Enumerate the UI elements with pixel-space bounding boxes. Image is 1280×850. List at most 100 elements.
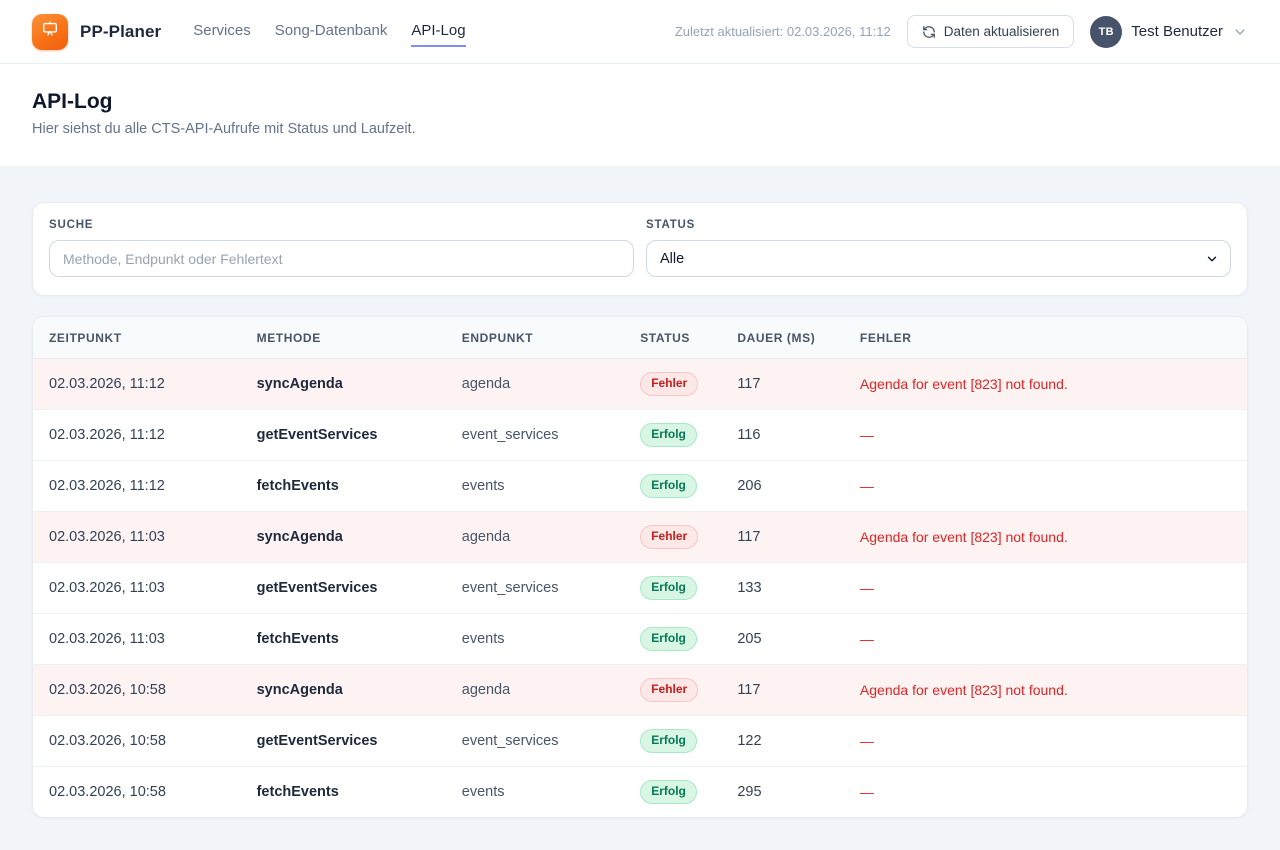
method-cell: syncAgenda (256, 376, 343, 392)
endpoint-cell: events (445, 766, 625, 817)
endpoint-cell: events (445, 460, 625, 512)
table-row: 02.03.2026, 11:12 fetchEvents events Erfolg… (33, 460, 1247, 512)
endpoint-cell: event_services (445, 409, 625, 461)
brand: PP-Planer (32, 13, 162, 50)
error-cell: — (843, 460, 1247, 512)
timestamp-cell: 02.03.2026, 11:12 (33, 460, 241, 512)
duration-cell: 205 (721, 613, 844, 665)
nav-item-services[interactable]: Services (193, 22, 251, 39)
presentation-board-icon (40, 19, 60, 44)
chevron-down-icon (1232, 24, 1248, 40)
status-badge: Fehler (640, 678, 699, 702)
status-cell: Erfolg (624, 460, 722, 512)
search-input[interactable] (49, 240, 634, 277)
status-cell: Erfolg (624, 715, 722, 767)
method-cell: fetchEvents (240, 613, 446, 665)
endpoint-cell: agenda (445, 664, 625, 716)
search-field-group: SUCHE (49, 219, 634, 277)
method-cell: syncAgenda (240, 511, 446, 563)
error-cell: Agenda for event [823] not found. (844, 359, 1247, 410)
error-message: Agenda for event [823] not found. (859, 529, 1068, 545)
table-row: 02.03.2026, 10:58 syncAgenda agenda Fehler 1… (33, 664, 1247, 716)
status-cell: Erfolg (624, 766, 722, 817)
page-title: API-Log (32, 90, 113, 113)
column-header-status: STATUS (624, 317, 722, 359)
endpoint-cell: event_services (445, 715, 625, 767)
timestamp-cell: 02.03.2026, 11:03 (33, 613, 241, 665)
endpoint-cell: events (445, 613, 625, 665)
timestamp-cell: 02.03.2026, 11:12 (33, 409, 241, 461)
app-logo (32, 13, 68, 50)
status-badge: Erfolg (640, 780, 697, 804)
status-select[interactable]: Alle (646, 240, 1231, 277)
timestamp-cell: 02.03.2026, 10:58 (33, 715, 241, 767)
status-cell: Fehler (624, 664, 722, 716)
status-badge: Erfolg (640, 576, 697, 600)
status-badge: Erfolg (640, 627, 697, 651)
table-row: 02.03.2026, 11:03 getEventServices event_s… (33, 562, 1247, 614)
status-cell: Erfolg (624, 409, 722, 461)
api-log-table: ZEITPUNKT METHODE ENDPUNKT STATUS DAUER … (33, 317, 1247, 817)
error-cell: Agenda for event [823] not found. (843, 511, 1247, 563)
timestamp-cell: 02.03.2026, 11:12 (49, 376, 165, 392)
brand-name: PP-Planer (80, 21, 162, 41)
method-cell: getEventServices (240, 562, 446, 614)
duration-cell: 295 (721, 766, 844, 817)
table-row: 02.03.2026, 10:58 fetchEvents events Erfolg… (33, 766, 1247, 817)
table-row: 02.03.2026, 11:12 getEventServices event_s… (33, 409, 1247, 461)
api-log-table-card: ZEITPUNKT METHODE ENDPUNKT STATUS DAUER … (32, 316, 1248, 818)
main-nav: Services Song-Datenbank API-Log (193, 16, 466, 47)
error-cell: — (843, 562, 1247, 614)
duration-cell: 122 (721, 715, 844, 767)
status-badge: Fehler (640, 372, 699, 396)
error-cell: — (843, 715, 1247, 767)
search-label: SUCHE (49, 219, 94, 231)
error-dash: — (859, 427, 874, 443)
error-cell: — (843, 613, 1247, 665)
column-header-endpunkt: ENDPUNKT (445, 317, 625, 359)
column-header-dauer: DAUER (MS) (721, 317, 844, 359)
duration-cell: 116 (721, 409, 844, 461)
table-row: 02.03.2026, 11:03 syncAgenda agenda Fehler 1… (33, 511, 1247, 563)
column-header-fehler: FEHLER (843, 317, 1247, 359)
error-dash: — (859, 478, 874, 494)
status-cell: Erfolg (624, 562, 722, 614)
error-dash: — (859, 631, 874, 647)
user-name: Test Benutzer (1131, 23, 1223, 40)
endpoint-cell: agenda (461, 376, 511, 392)
status-badge: Erfolg (640, 729, 697, 753)
method-cell: getEventServices (240, 409, 446, 461)
table-row: 02.03.2026, 11:12 syncAgenda agenda Fehler 1… (33, 358, 1247, 410)
timestamp-cell: 02.03.2026, 11:03 (33, 511, 241, 563)
duration-cell: 117 (721, 664, 844, 716)
page-header: API-Log Hier siehst du alle CTS-API-Aufr… (0, 64, 1280, 166)
avatar: TB (1090, 15, 1123, 48)
status-badge: Erfolg (640, 474, 697, 498)
table-row: 02.03.2026, 11:03 fetchEvents events Erfolg… (33, 613, 1247, 665)
timestamp-cell: 02.03.2026, 10:58 (33, 664, 241, 716)
table-header: ZEITPUNKT METHODE ENDPUNKT STATUS DAUER … (33, 317, 1247, 359)
status-cell: Erfolg (624, 613, 722, 665)
status-field-group: STATUS Alle (646, 219, 1231, 277)
endpoint-cell: agenda (445, 511, 625, 563)
method-cell: getEventServices (240, 715, 446, 767)
method-cell: syncAgenda (240, 664, 446, 716)
error-cell: Agenda for event [823] not found. (843, 664, 1247, 716)
status-select-wrap: Alle (646, 240, 1231, 277)
status-badge: Erfolg (640, 423, 697, 447)
status-badge: Fehler (640, 525, 699, 549)
log-table-body: 02.03.2026, 11:12 syncAgenda agenda Fehler 1… (33, 358, 1247, 817)
nav-item-song-datenbank[interactable]: Song-Datenbank (274, 22, 388, 39)
refresh-data-button[interactable]: Daten aktualisieren (906, 15, 1075, 48)
user-menu[interactable]: TB Test Benutzer (1090, 15, 1248, 48)
method-cell: fetchEvents (240, 766, 446, 817)
error-message: Agenda for event [823] not found. (859, 682, 1068, 698)
topbar-right: Zuletzt aktualisiert: 02.03.2026, 11:12 … (675, 15, 1248, 48)
column-header-zeitpunkt: ZEITPUNKT (33, 317, 241, 359)
filter-panel: SUCHE STATUS Alle (32, 202, 1248, 296)
refresh-icon (922, 25, 936, 39)
duration-cell: 206 (721, 460, 844, 512)
nav-item-api-log[interactable]: API-Log (411, 16, 466, 47)
last-updated-text: Zuletzt aktualisiert: 02.03.2026, 11:12 (674, 24, 891, 39)
page-subtitle: Hier siehst du alle CTS-API-Aufrufe mit … (32, 121, 416, 137)
